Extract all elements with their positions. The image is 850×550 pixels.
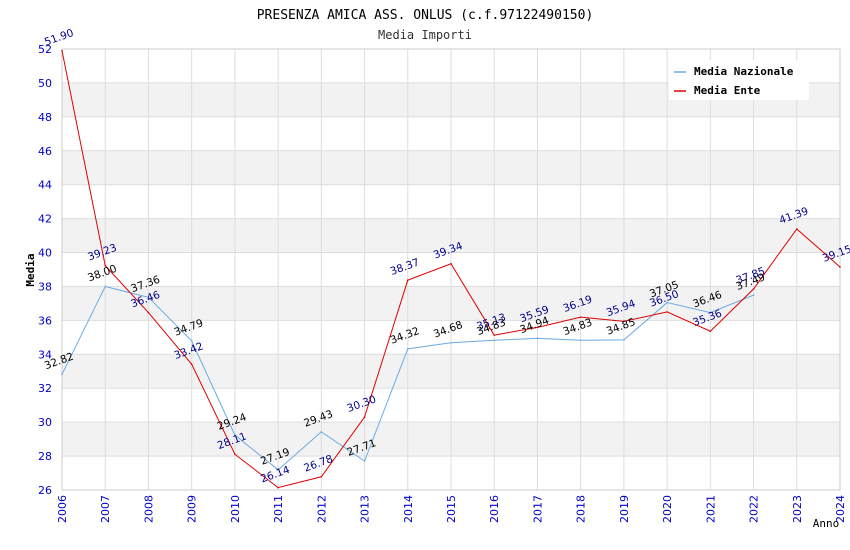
x-tick-label: 2012	[315, 495, 328, 523]
y-axis-ticks: 26 28 30 32 34 36 38 40 42 44 46 48 50 52	[38, 43, 52, 497]
data-label: 34.32	[389, 325, 421, 347]
data-label: 30.30	[345, 393, 377, 415]
y-tick-label: 34	[38, 348, 52, 361]
legend: Media Nazionale Media Ente	[669, 60, 809, 100]
y-tick-label: 48	[38, 111, 52, 124]
x-tick-label: 2024	[834, 495, 847, 523]
data-label: 38.37	[389, 256, 421, 278]
y-tick-label: 32	[38, 382, 52, 395]
data-point	[536, 337, 539, 340]
data-point	[579, 339, 582, 342]
data-point	[493, 334, 496, 336]
data-label: 38.00	[86, 263, 118, 285]
x-axis-ticks: 2006 2007 2008 2009 2010 2011 2012 2013 2014 2015…	[56, 495, 847, 523]
x-tick-label: 2008	[142, 495, 155, 523]
y-axis-title: Media	[24, 253, 37, 286]
y-tick-label: 38	[38, 280, 52, 293]
y-tick-label: 46	[38, 145, 52, 158]
y-tick-label: 36	[38, 314, 52, 327]
data-point	[277, 469, 279, 471]
x-tick-label: 2013	[359, 495, 372, 523]
data-point	[536, 326, 539, 329]
x-tick-label: 2010	[229, 495, 242, 523]
data-point	[709, 330, 712, 333]
data-point	[666, 311, 668, 313]
chart-title: PRESENZA AMICA ASS. ONLUS (c.f.971224901…	[257, 8, 594, 23]
data-point	[234, 434, 236, 436]
x-tick-label: 2007	[99, 495, 112, 523]
x-tick-label: 2023	[791, 495, 804, 523]
data-point	[752, 294, 755, 296]
data-point	[147, 311, 150, 314]
data-point	[795, 228, 798, 230]
x-tick-label: 2018	[575, 495, 588, 523]
data-point	[450, 341, 452, 344]
data-point	[234, 453, 236, 456]
y-tick-label: 26	[38, 484, 52, 497]
legend-label-media-nazionale: Media Nazionale	[694, 65, 794, 78]
x-tick-label: 2020	[661, 495, 674, 523]
data-point	[623, 339, 625, 341]
data-point	[752, 288, 755, 290]
data-point	[579, 316, 582, 318]
x-tick-label: 2022	[748, 495, 761, 523]
data-point	[839, 266, 841, 268]
data-point	[61, 373, 63, 376]
x-tick-label: 2011	[272, 495, 285, 523]
x-tick-label: 2015	[445, 495, 458, 523]
data-point	[666, 301, 668, 304]
data-point	[406, 348, 409, 350]
x-tick-label: 2019	[618, 495, 631, 523]
x-tick-label: 2006	[56, 495, 69, 523]
data-point	[320, 475, 323, 478]
data-point	[320, 431, 323, 433]
legend-box	[669, 60, 809, 100]
legend-label-media-ente: Media Ente	[694, 84, 761, 97]
y-tick-label: 44	[38, 179, 52, 192]
gridlines	[61, 48, 841, 491]
series-lines	[61, 49, 841, 489]
x-tick-label: 2016	[488, 495, 501, 523]
data-point	[104, 264, 107, 267]
x-tick-label: 2009	[186, 495, 199, 523]
y-tick-label: 42	[38, 213, 52, 226]
data-point	[493, 339, 496, 342]
x-axis-title: Anno	[813, 517, 840, 530]
y-tick-label: 40	[38, 247, 52, 260]
x-tick-label: 2017	[531, 495, 544, 523]
data-point	[363, 460, 366, 462]
data-point	[147, 296, 150, 299]
data-point	[406, 279, 409, 281]
x-tick-label: 2021	[704, 495, 717, 523]
data-label: 34.68	[432, 319, 464, 341]
data-label: 51.90	[43, 27, 75, 49]
y-tick-label: 30	[38, 416, 52, 429]
data-point	[363, 416, 366, 418]
chart-subtitle: Media Importi	[378, 28, 472, 42]
data-point	[623, 320, 625, 323]
x-tick-label: 2014	[402, 495, 415, 523]
data-point	[450, 262, 452, 265]
y-tick-label: 52	[38, 43, 52, 56]
plot-frame	[61, 48, 841, 491]
data-point	[190, 340, 193, 342]
y-tick-label: 28	[38, 450, 52, 463]
data-point	[104, 285, 107, 288]
y-tick-label: 50	[38, 77, 52, 90]
data-point	[190, 363, 193, 365]
data-point	[709, 311, 712, 314]
data-point	[61, 49, 63, 52]
data-point	[277, 486, 279, 489]
